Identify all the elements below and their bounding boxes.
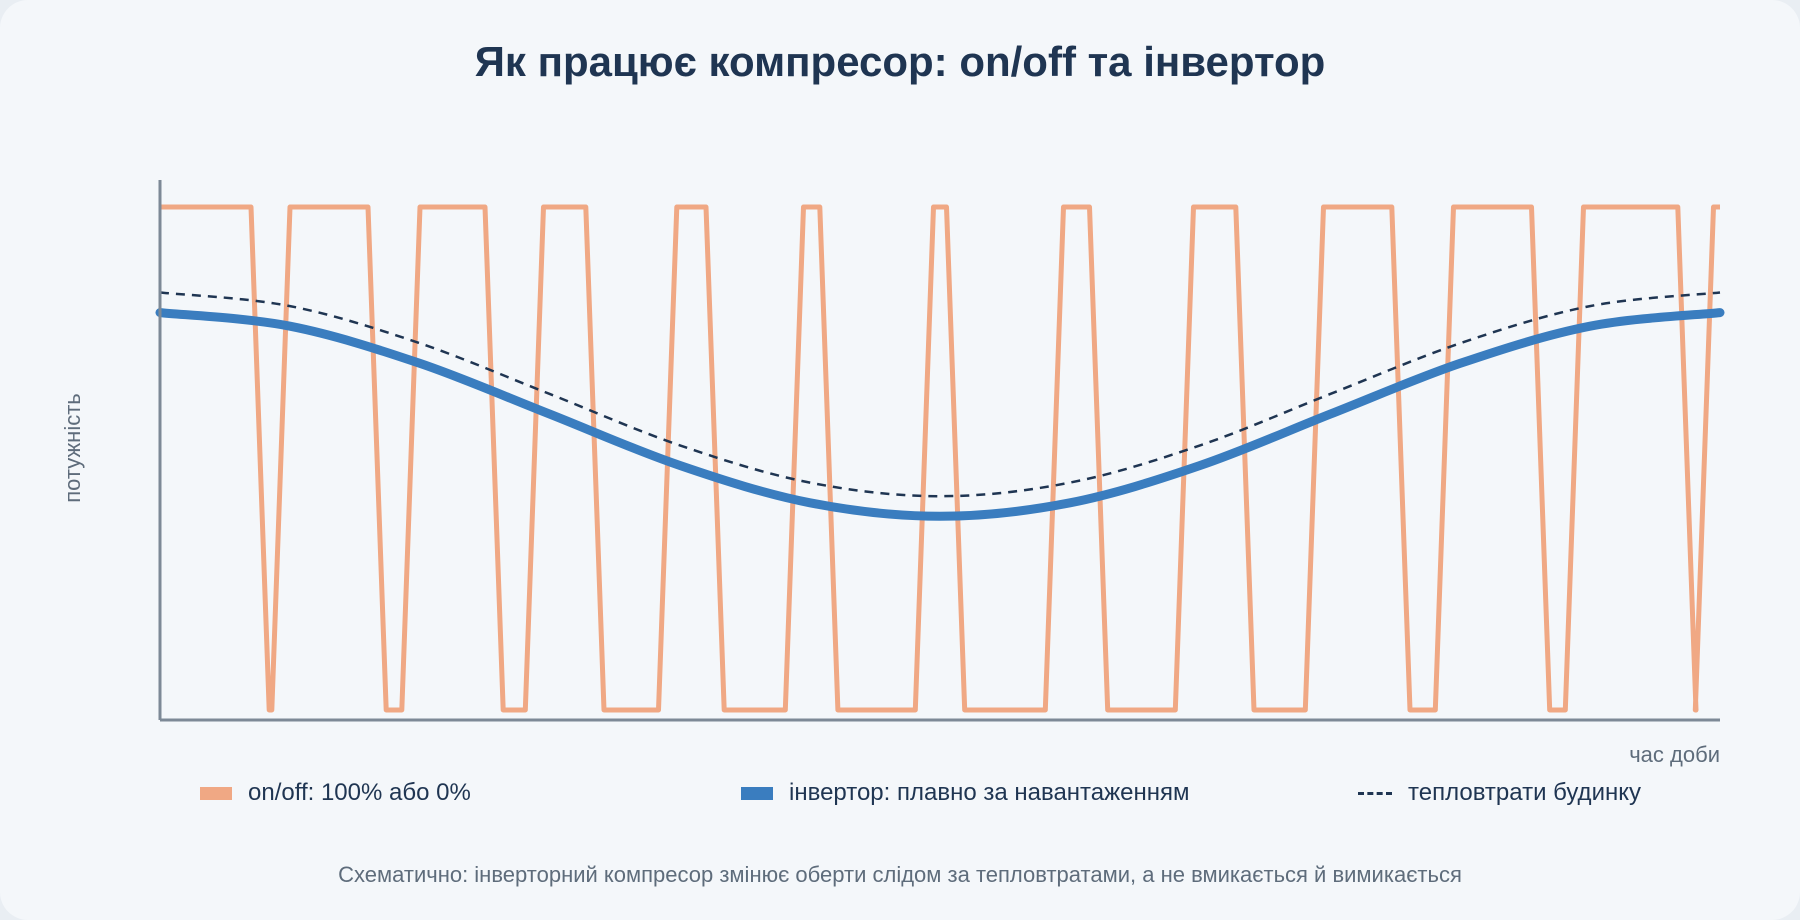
series-line-onoff xyxy=(160,204,1720,713)
legend-swatch-heat-loss xyxy=(1358,791,1392,795)
legend-item-heat-loss: тепловтрати будинку xyxy=(1358,778,1641,808)
series-line-heat-loss xyxy=(159,291,1721,498)
series-line-inverter xyxy=(155,308,1725,521)
legend-swatch-inverter xyxy=(741,786,773,800)
legend-item-inverter: інвертор: плавно за навантаженням xyxy=(741,778,1190,808)
legend-label-inverter: інвертор: плавно за навантаженням xyxy=(789,779,1190,806)
x-axis-label: час доби xyxy=(1629,742,1720,767)
chart-caption: Схематично: інверторний компресор змінює… xyxy=(338,862,1462,887)
legend-swatch-onoff xyxy=(200,786,232,800)
legend-label-onoff: on/off: 100% або 0% xyxy=(248,779,471,806)
legend-item-onoff: on/off: 100% або 0% xyxy=(200,778,471,808)
chart-title: Як працює компресор: on/off та інвертор xyxy=(474,38,1326,85)
legend-label-heat-loss: тепловтрати будинку xyxy=(1408,779,1641,806)
